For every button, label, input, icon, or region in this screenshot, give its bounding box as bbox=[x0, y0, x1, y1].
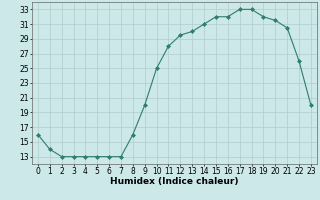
X-axis label: Humidex (Indice chaleur): Humidex (Indice chaleur) bbox=[110, 177, 239, 186]
